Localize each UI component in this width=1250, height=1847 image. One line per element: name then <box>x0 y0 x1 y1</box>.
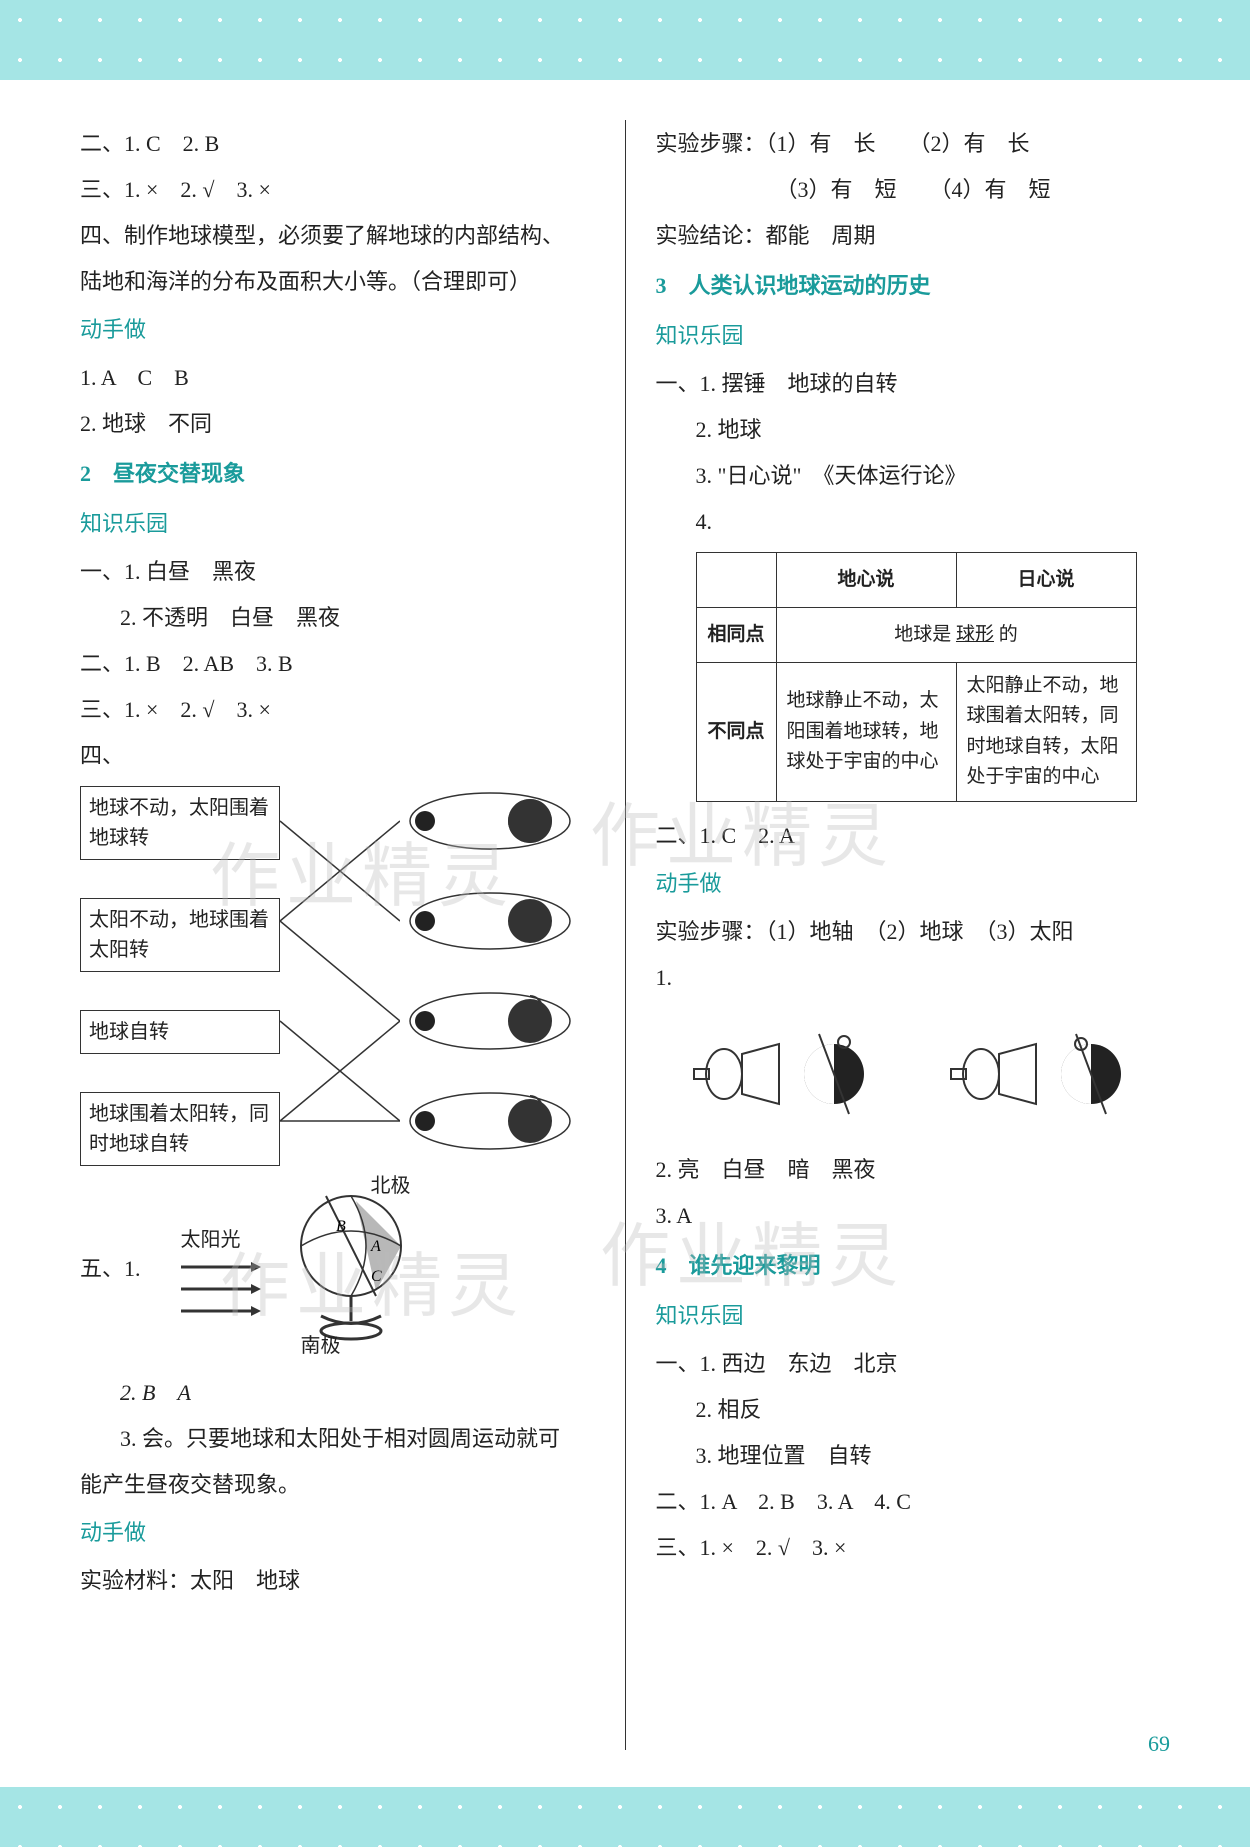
arrow-icon <box>181 1282 261 1296</box>
matching-diagram: 地球不动，太阳围着地球转 太阳不动，地球围着太阳转 地球自转 地球围着太阳转，同… <box>80 786 595 1166</box>
globe-figure: 北极 B A C 南极 <box>281 1176 431 1361</box>
lamp-globe-icon-2 <box>941 1014 1141 1134</box>
knowledge-garden-title: 知识乐园 <box>80 502 595 546</box>
match-box-4: 地球围着太阳转，同时地球自转 <box>80 1092 280 1166</box>
decorative-top-border <box>0 0 1250 80</box>
section-title-4: 4 谁先迎来黎明 <box>656 1244 1171 1288</box>
answer-line: 三、1. × 2. √ 3. × <box>656 1526 1171 1570</box>
match-box-1: 地球不动，太阳围着地球转 <box>80 786 280 860</box>
answer-line: 4. <box>656 500 1171 544</box>
text: 的 <box>999 624 1018 645</box>
answer-line: 四、制作地球模型，必须要了解地球的内部结构、 <box>80 214 595 258</box>
match-box-2: 太阳不动，地球围着太阳转 <box>80 898 280 972</box>
table-row: 不同点 地球静止不动，太阳围着地球转，地球处于宇宙的中心 太阳静止不动，地球围着… <box>696 663 1136 802</box>
match-right-orbits <box>280 786 595 1166</box>
table-header-geocentric: 地心说 <box>776 553 956 608</box>
comparison-table: 地心说 日心说 相同点 地球是 球形 的 不同点 地球静止不动，太阳围着地球转，… <box>696 552 1137 802</box>
hands-on-title: 动手做 <box>656 862 1171 906</box>
answer-line: 2. B A <box>80 1371 595 1415</box>
answer-line: 实验结论：都能 周期 <box>656 214 1171 258</box>
column-divider <box>625 120 626 1750</box>
answer-line: 2. 相反 <box>656 1388 1171 1432</box>
table-cell-geocentric: 地球静止不动，太阳围着地球转，地球处于宇宙的中心 <box>776 663 956 802</box>
sunlight-arrows: 太阳光 <box>161 1220 261 1318</box>
answer-line: 二、1. C 2. B <box>80 122 595 166</box>
table-row: 地心说 日心说 <box>696 553 1136 608</box>
right-column: 实验步骤：（1）有 长 （2）有 长 （3）有 短 （4）有 短 实验结论：都能… <box>636 120 1191 1750</box>
north-pole-label: 北极 <box>371 1166 411 1206</box>
answer-line: 1. <box>656 956 1171 1000</box>
south-pole-label: 南极 <box>301 1326 341 1366</box>
section-title-3: 3 人类认识地球运动的历史 <box>656 264 1171 308</box>
table-row: 相同点 地球是 球形 的 <box>696 608 1136 663</box>
underlined-text: 球形 <box>956 624 994 645</box>
answer-line: 2. 不透明 白昼 黑夜 <box>80 596 595 640</box>
section-title-2: 2 昼夜交替现象 <box>80 452 595 496</box>
answer-line: 实验材料：太阳 地球 <box>80 1559 595 1603</box>
answer-line: 三、1. × 2. √ 3. × <box>80 688 595 732</box>
orbit-diagram-2 <box>400 886 580 956</box>
answer-line: 3. 会。只要地球和太阳处于相对圆周运动就可 <box>80 1417 595 1461</box>
table-cell-heliocentric: 太阳静止不动，地球围着太阳转，同时地球自转，太阳处于宇宙的中心 <box>956 663 1136 802</box>
orbit-diagram-1 <box>400 786 580 856</box>
svg-text:B: B <box>336 1218 346 1235</box>
hands-on-title: 动手做 <box>80 1511 595 1555</box>
answer-line: 陆地和海洋的分布及面积大小等。（合理即可） <box>80 260 595 304</box>
answer-line: 二、1. C 2. A <box>656 814 1171 858</box>
answer-line: 1. A C B <box>80 356 595 400</box>
answer-line: 实验步骤：（1）地轴 （2）地球 （3）太阳 <box>656 910 1171 954</box>
decorative-bottom-border <box>0 1787 1250 1847</box>
orbit-diagram-4 <box>400 1086 580 1156</box>
svg-text:C: C <box>371 1268 382 1285</box>
table-header-heliocentric: 日心说 <box>956 553 1136 608</box>
answer-line: 3. 地理位置 自转 <box>656 1434 1171 1478</box>
answer-line: 二、1. A 2. B 3. A 4. C <box>656 1480 1171 1524</box>
knowledge-garden-title: 知识乐园 <box>656 314 1171 358</box>
answer-line: 2. 地球 不同 <box>80 402 595 446</box>
answer-line: 能产生昼夜交替现象。 <box>80 1463 595 1507</box>
match-box-3: 地球自转 <box>80 1010 280 1054</box>
answer-line: （3）有 短 （4）有 短 <box>656 168 1171 212</box>
arrow-icon <box>181 1304 261 1318</box>
svg-text:A: A <box>370 1238 381 1255</box>
answer-line: 四、 <box>80 734 595 778</box>
answer-line: 2. 亮 白昼 暗 黑夜 <box>656 1148 1171 1192</box>
knowledge-garden-title: 知识乐园 <box>656 1294 1171 1338</box>
table-row-label-diff: 不同点 <box>696 663 776 802</box>
lamp-globe-diagrams <box>656 1014 1171 1134</box>
answer-line: 2. 地球 <box>656 408 1171 452</box>
answer-line: 一、1. 摆锤 地球的自转 <box>656 362 1171 406</box>
answer-line: 三、1. × 2. √ 3. × <box>80 168 595 212</box>
lamp-globe-icon-1 <box>684 1014 884 1134</box>
answer-line: 二、1. B 2. AB 3. B <box>80 642 595 686</box>
sunlight-label: 太阳光 <box>181 1220 241 1260</box>
answer-line: 实验步骤：（1）有 长 （2）有 长 <box>656 122 1171 166</box>
answer-line: 一、1. 白昼 黑夜 <box>80 550 595 594</box>
answer-line: 3. A <box>656 1194 1171 1238</box>
table-row-label-same: 相同点 <box>696 608 776 663</box>
page-content: 二、1. C 2. B 三、1. × 2. √ 3. × 四、制作地球模型，必须… <box>0 80 1250 1770</box>
answer-line: 一、1. 西边 东边 北京 <box>656 1342 1171 1386</box>
orbit-diagram-3 <box>400 986 580 1056</box>
answer-line: 3. "日心说" 《天体运行论》 <box>656 454 1171 498</box>
match-left-boxes: 地球不动，太阳围着地球转 太阳不动，地球围着太阳转 地球自转 地球围着太阳转，同… <box>80 786 280 1166</box>
table-cell-same: 地球是 球形 的 <box>776 608 1136 663</box>
hands-on-title: 动手做 <box>80 308 595 352</box>
page-number: 69 <box>1148 1731 1170 1757</box>
arrow-icon <box>181 1260 261 1274</box>
text: 地球是 <box>894 624 951 645</box>
left-column: 二、1. C 2. B 三、1. × 2. √ 3. × 四、制作地球模型，必须… <box>60 120 615 1750</box>
globe-diagram-area: 五、1. 太阳光 北极 B A C <box>80 1176 595 1361</box>
five-one-label: 五、1. <box>80 1247 141 1291</box>
